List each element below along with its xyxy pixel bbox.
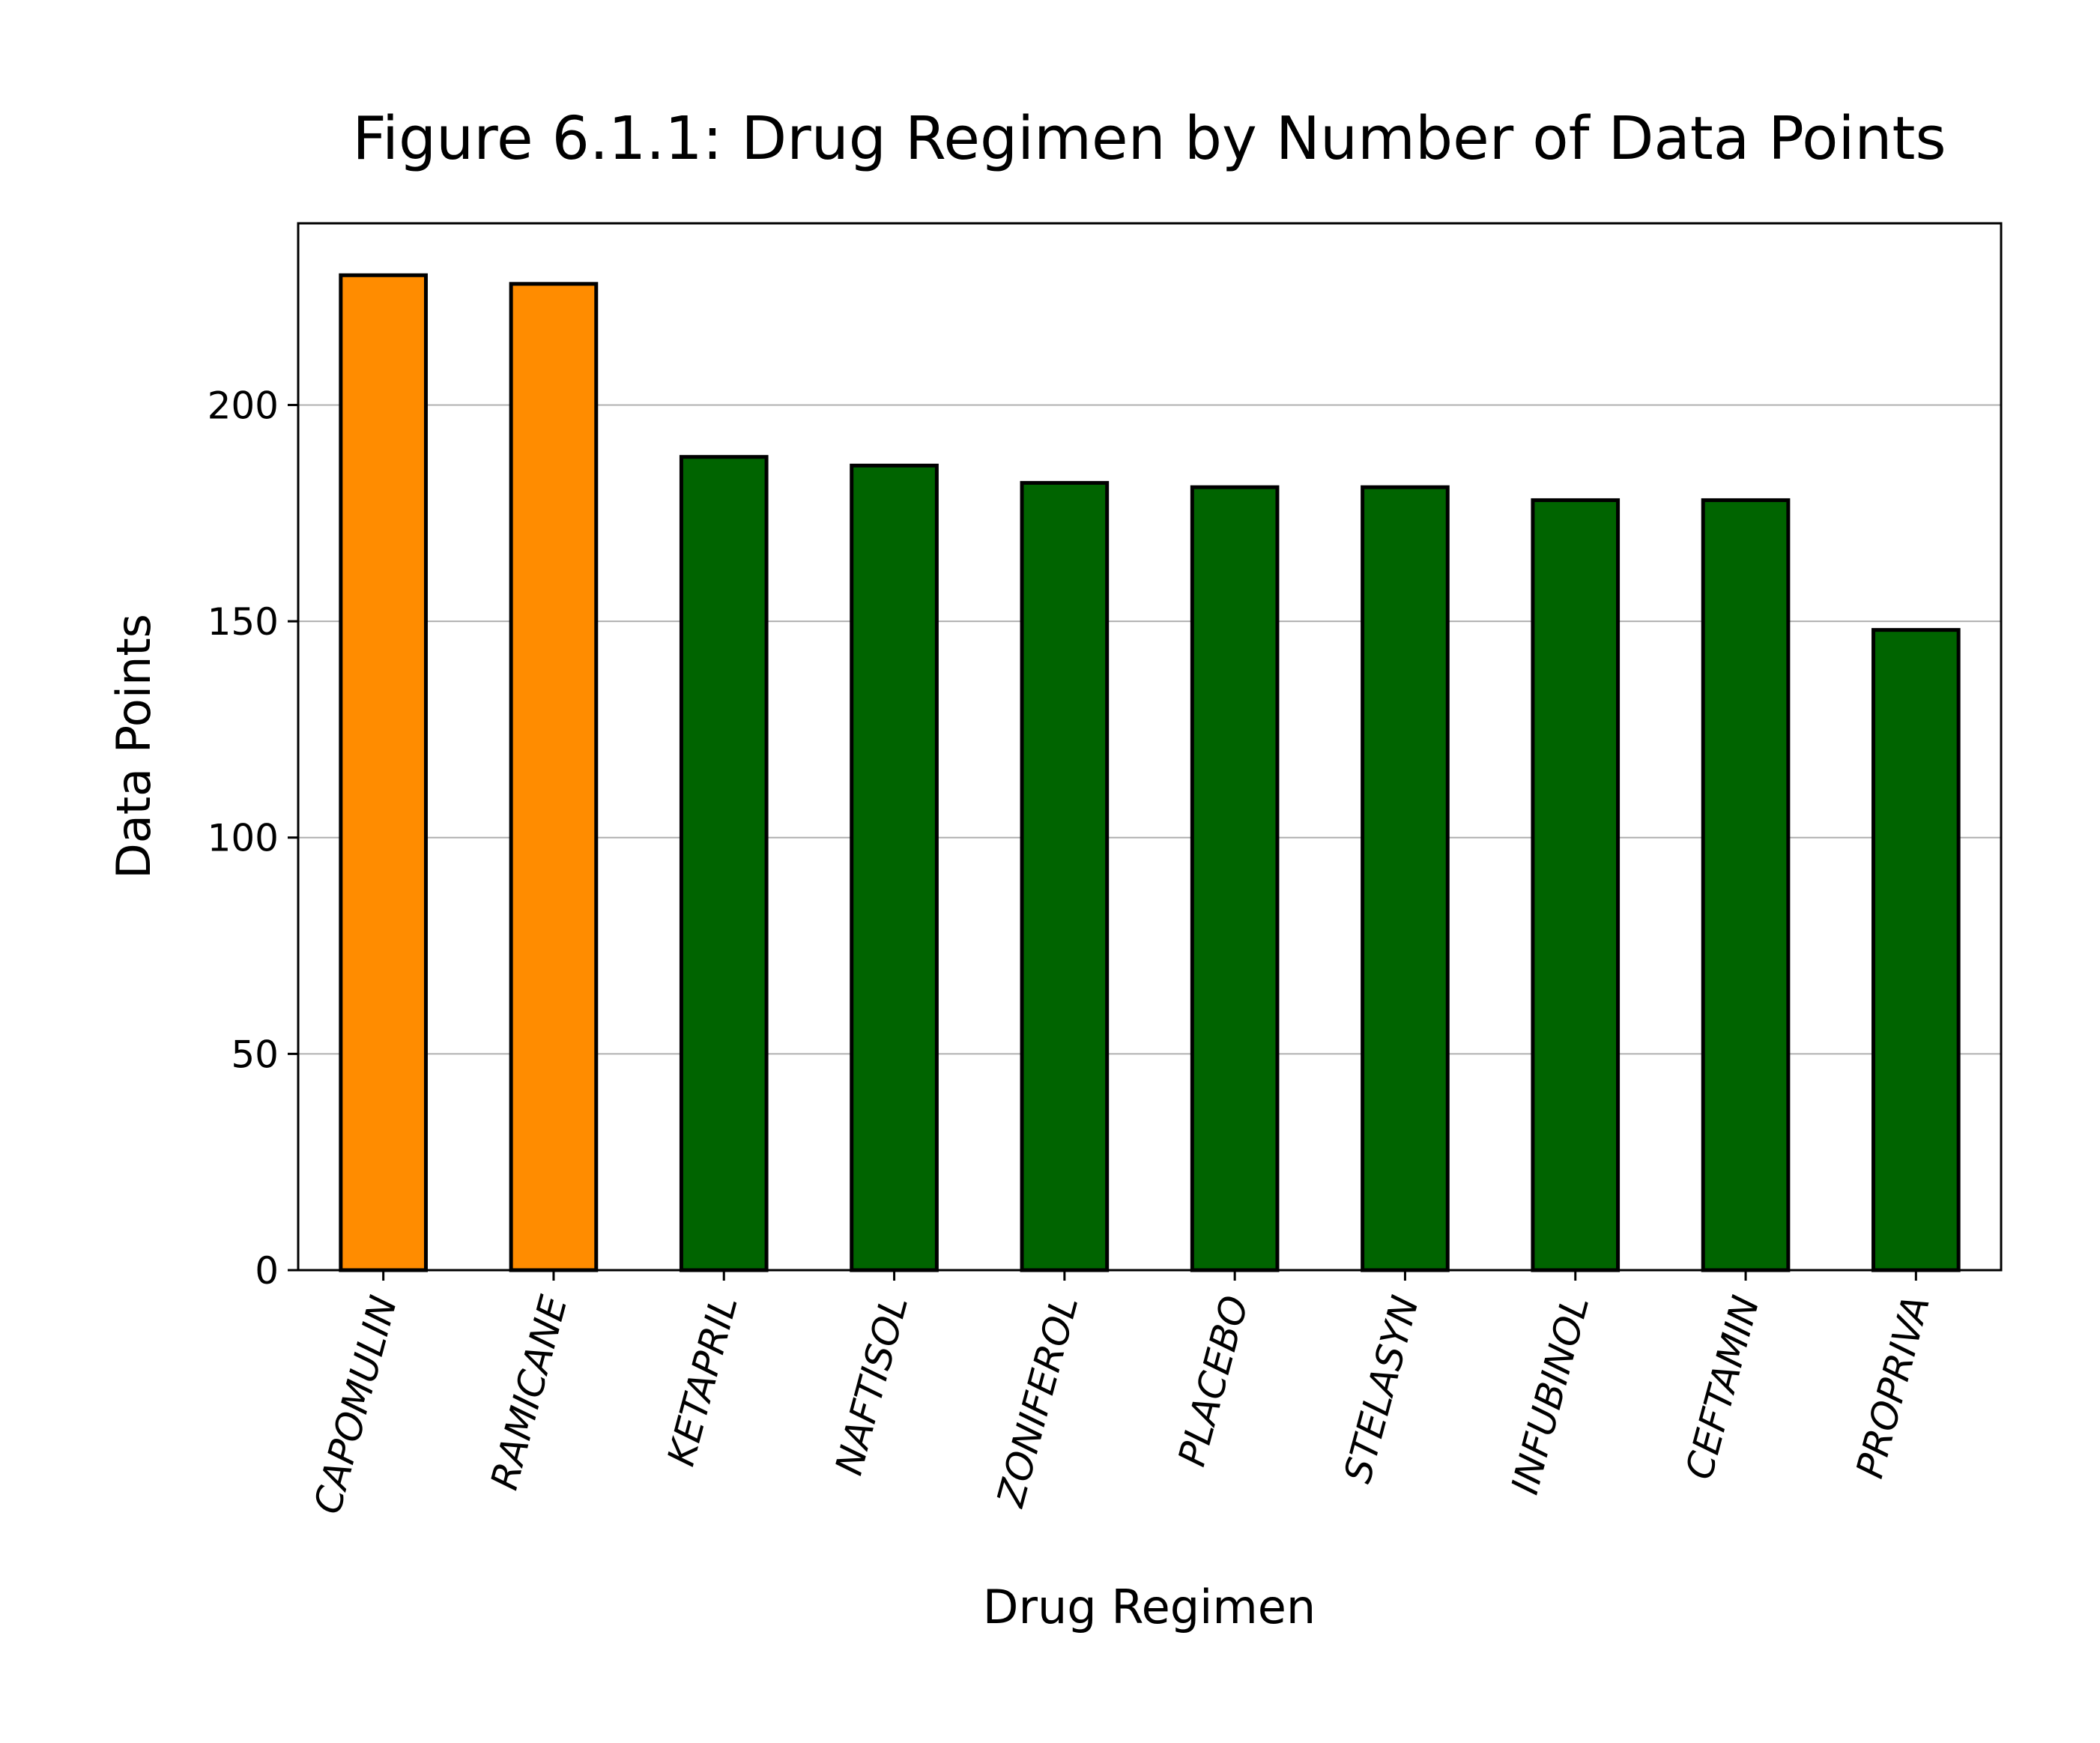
bar-propriva [1871,628,1961,1272]
y-tick-label: 50 [231,1033,279,1076]
y-tick-label: 100 [208,817,279,860]
x-axis-label: Drug Regimen [983,1580,1316,1634]
bar-infubinol [1531,498,1621,1272]
bar-ceftamin [1701,498,1791,1272]
bar-placebo [1190,485,1280,1272]
y-tick-label: 0 [255,1249,279,1293]
y-tick-label: 200 [208,384,279,427]
chart-title: Figure 6.1.1: Drug Regimen by Number of … [352,104,1946,173]
y-tick-label: 150 [208,600,279,644]
bar-stelasyn [1361,485,1450,1272]
bar-zoniferol [1020,480,1110,1272]
bar-ramicane [509,282,599,1272]
y-axis-ticks: 0 50 100 150 200 [208,384,298,1293]
bar-capomulin [339,273,428,1272]
y-axis-label: Data Points [106,614,161,879]
bars [339,273,1961,1272]
plot-area-frame [297,222,2003,1272]
bar-naftisol [850,463,939,1272]
bar-ketapril [679,455,769,1272]
